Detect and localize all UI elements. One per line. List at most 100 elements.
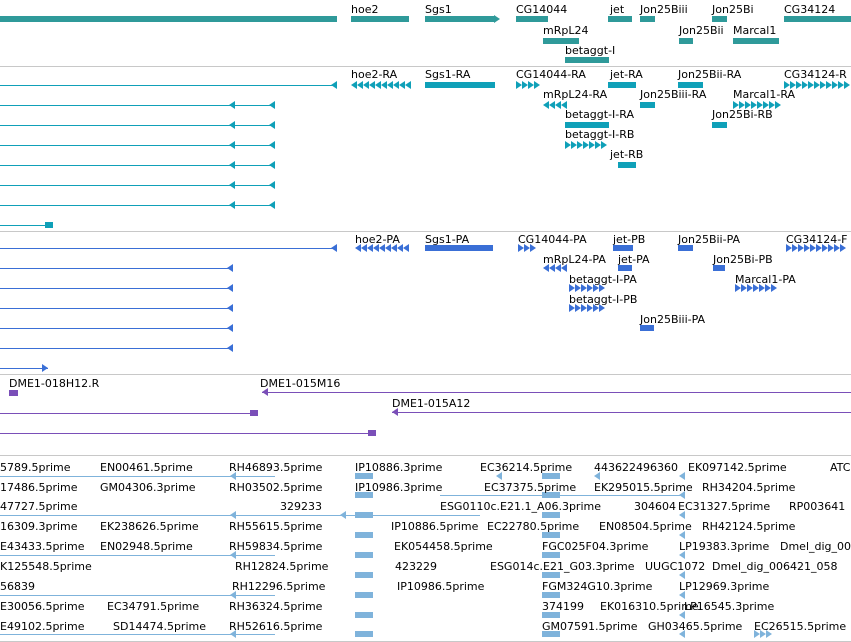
- est-label[interactable]: RH36324.5prime: [229, 600, 323, 613]
- gene-label[interactable]: Jon25Bii: [679, 24, 724, 37]
- est-label[interactable]: RH03502.5prime: [229, 481, 323, 494]
- transcript-glyph[interactable]: [733, 101, 739, 109]
- gene-label[interactable]: CG14044: [516, 3, 568, 16]
- transcript-label[interactable]: jet-RA: [610, 68, 643, 81]
- protein-glyph[interactable]: [391, 244, 397, 252]
- transcript-label[interactable]: hoe2-RA: [351, 68, 398, 81]
- transcript-label[interactable]: betaggt-I-RB: [565, 128, 635, 141]
- est-glyph[interactable]: [679, 531, 685, 539]
- protein-glyph[interactable]: [593, 304, 599, 312]
- protein-glyph[interactable]: [771, 284, 777, 292]
- protein-glyph[interactable]: [804, 244, 810, 252]
- protein-glyph[interactable]: [575, 284, 581, 292]
- gene-glyph[interactable]: [679, 38, 693, 44]
- gene-glyph[interactable]: [543, 38, 579, 44]
- est-label[interactable]: RH34204.5prime: [702, 481, 796, 494]
- protein-glyph[interactable]: [735, 284, 741, 292]
- protein-glyph[interactable]: [227, 324, 233, 332]
- transcript-glyph[interactable]: [739, 101, 745, 109]
- est-label[interactable]: E30056.5prime: [0, 600, 85, 613]
- protein-glyph[interactable]: [0, 368, 48, 369]
- transcript-glyph[interactable]: [565, 141, 571, 149]
- protein-label[interactable]: Jon25Bii-PA: [678, 233, 741, 246]
- protein-glyph[interactable]: [42, 364, 48, 372]
- transcript-glyph[interactable]: [808, 81, 814, 89]
- protein-glyph[interactable]: [397, 244, 403, 252]
- est-label[interactable]: GM07591.5prime: [542, 620, 638, 633]
- transcript-glyph[interactable]: [757, 101, 763, 109]
- est-label[interactable]: EN00461.5prime: [100, 461, 193, 474]
- est-glyph[interactable]: [230, 591, 236, 599]
- est-glyph[interactable]: [230, 551, 236, 559]
- protein-label[interactable]: betaggt-I-PA: [569, 273, 637, 286]
- est-glyph[interactable]: [679, 630, 685, 638]
- est-label[interactable]: RH42124.5prime: [702, 520, 796, 533]
- protein-glyph[interactable]: [810, 244, 816, 252]
- transcript-label[interactable]: CG14044-RA: [516, 68, 586, 81]
- est-glyph[interactable]: [542, 532, 560, 538]
- est-glyph[interactable]: [496, 472, 502, 480]
- transcript-glyph[interactable]: [0, 85, 337, 86]
- est-label[interactable]: EK016310.5prime: [600, 600, 699, 613]
- transcript-label[interactable]: betaggt-I-RA: [565, 108, 634, 121]
- protein-glyph[interactable]: [741, 284, 747, 292]
- protein-label[interactable]: hoe2-PA: [355, 233, 400, 246]
- est-label[interactable]: LP16545.3prime: [684, 600, 775, 613]
- est-label[interactable]: EC26515.5prime: [754, 620, 847, 633]
- clone-glyph[interactable]: [392, 408, 398, 416]
- protein-glyph[interactable]: [613, 245, 633, 251]
- transcript-glyph[interactable]: [571, 141, 577, 149]
- gene-glyph[interactable]: [784, 16, 851, 22]
- transcript-glyph[interactable]: [369, 81, 375, 89]
- gene-glyph[interactable]: [640, 16, 655, 22]
- est-label[interactable]: LP12969.3prime: [679, 580, 770, 593]
- est-glyph[interactable]: [355, 592, 373, 598]
- transcript-label[interactable]: CG34124-R: [784, 68, 847, 81]
- protein-glyph[interactable]: [403, 244, 409, 252]
- clone-glyph[interactable]: [262, 392, 851, 393]
- protein-label[interactable]: Jon25Biii-PA: [640, 313, 706, 326]
- est-label[interactable]: EC22780.5prime: [487, 520, 580, 533]
- protein-label[interactable]: mRpL24-PA: [543, 253, 606, 266]
- est-label[interactable]: 423229: [395, 560, 437, 573]
- protein-glyph[interactable]: [227, 304, 233, 312]
- transcript-glyph[interactable]: [528, 81, 534, 89]
- protein-glyph[interactable]: [587, 284, 593, 292]
- transcript-glyph[interactable]: [549, 101, 555, 109]
- protein-label[interactable]: betaggt-I-PB: [569, 293, 638, 306]
- est-label[interactable]: EN02948.5prime: [100, 540, 193, 553]
- est-label[interactable]: E49102.5prime: [0, 620, 85, 633]
- est-glyph[interactable]: [0, 555, 275, 556]
- gene-glyph[interactable]: [516, 16, 548, 22]
- transcript-glyph[interactable]: [405, 81, 411, 89]
- protein-glyph[interactable]: [786, 244, 792, 252]
- protein-glyph[interactable]: [0, 308, 233, 309]
- transcript-glyph[interactable]: [0, 105, 275, 106]
- gene-glyph[interactable]: [565, 57, 609, 63]
- est-glyph[interactable]: [594, 472, 600, 480]
- gene-label[interactable]: Jon25Bi: [712, 3, 754, 16]
- est-label[interactable]: UUGC1072: [645, 560, 706, 573]
- protein-label[interactable]: CG14044-PA: [518, 233, 587, 246]
- transcript-glyph[interactable]: [555, 101, 561, 109]
- gene-glyph[interactable]: [733, 38, 779, 44]
- protein-glyph[interactable]: [618, 265, 632, 271]
- transcript-glyph[interactable]: [269, 101, 275, 109]
- transcript-glyph[interactable]: [229, 201, 235, 209]
- est-label[interactable]: FGM324G10.3prime: [542, 580, 653, 593]
- transcript-glyph[interactable]: [0, 145, 275, 146]
- transcript-glyph[interactable]: [589, 141, 595, 149]
- est-glyph[interactable]: [355, 532, 373, 538]
- gene-label[interactable]: Sgs1: [425, 3, 452, 16]
- transcript-glyph[interactable]: [790, 81, 796, 89]
- est-label[interactable]: EC34791.5prime: [107, 600, 200, 613]
- transcript-glyph[interactable]: [269, 141, 275, 149]
- transcript-glyph[interactable]: [543, 101, 549, 109]
- transcript-glyph[interactable]: [784, 81, 790, 89]
- est-label[interactable]: RH55615.5prime: [229, 520, 323, 533]
- est-glyph[interactable]: [355, 492, 373, 498]
- est-glyph[interactable]: [766, 630, 772, 638]
- est-label[interactable]: 5789.5prime: [0, 461, 71, 474]
- est-label[interactable]: EK295015.5prime: [594, 481, 693, 494]
- transcript-glyph[interactable]: [229, 141, 235, 149]
